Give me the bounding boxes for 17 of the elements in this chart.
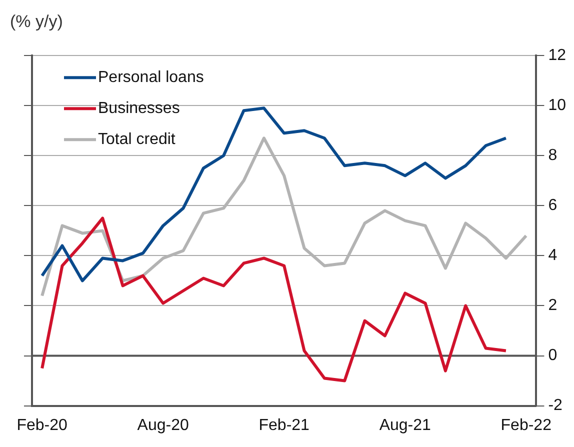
y-tick-label: 2 (548, 297, 558, 314)
chart-subtitle: (% y/y) (10, 12, 63, 32)
x-tick-label: Feb-21 (258, 416, 310, 434)
x-tick-label: Feb-20 (16, 416, 68, 434)
y-tick-label: 12 (548, 47, 566, 64)
x-tick-label: Aug-21 (379, 416, 432, 434)
y-tick-label: 0 (548, 347, 558, 364)
y-tick-label: 4 (548, 247, 558, 264)
y-tick-label: 8 (548, 147, 558, 164)
x-tick-label: Feb-22 (500, 416, 552, 434)
x-tick-label: Aug-20 (137, 416, 189, 434)
y-tick-label: -2 (548, 397, 563, 414)
y-tick-label: 6 (548, 197, 558, 214)
legend-label: Personal loans (98, 69, 204, 86)
legend-label: Businesses (98, 100, 180, 118)
legend-label: Total credit (98, 131, 176, 148)
y-tick-label: 10 (548, 97, 566, 114)
